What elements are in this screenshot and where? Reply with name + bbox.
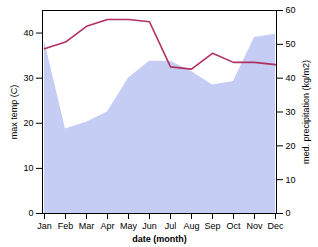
svg-text:20: 20 xyxy=(23,118,33,128)
svg-text:40: 40 xyxy=(23,28,33,38)
svg-text:60: 60 xyxy=(286,5,296,15)
svg-text:0: 0 xyxy=(28,208,33,218)
svg-text:Feb: Feb xyxy=(58,221,74,231)
svg-text:0: 0 xyxy=(286,208,291,218)
svg-text:Nov: Nov xyxy=(246,221,263,231)
svg-text:50: 50 xyxy=(286,39,296,49)
svg-text:date (month): date (month) xyxy=(132,234,187,244)
svg-text:Dec: Dec xyxy=(267,221,284,231)
svg-text:10: 10 xyxy=(23,163,33,173)
svg-text:Jun: Jun xyxy=(142,221,157,231)
svg-text:med. precipitation (kg/m2): med. precipitation (kg/m2) xyxy=(301,60,311,164)
svg-text:40: 40 xyxy=(286,73,296,83)
svg-text:Jul: Jul xyxy=(165,221,177,231)
svg-text:30: 30 xyxy=(286,107,296,117)
svg-text:May: May xyxy=(120,221,138,231)
svg-text:Mar: Mar xyxy=(79,221,95,231)
svg-text:Oct: Oct xyxy=(226,221,241,231)
svg-text:max temp (C): max temp (C) xyxy=(9,85,19,140)
svg-text:Apr: Apr xyxy=(100,221,114,231)
svg-text:Sep: Sep xyxy=(204,221,220,231)
svg-text:20: 20 xyxy=(286,141,296,151)
svg-text:Aug: Aug xyxy=(183,221,199,231)
svg-text:10: 10 xyxy=(286,175,296,185)
svg-text:30: 30 xyxy=(23,73,33,83)
svg-text:Jan: Jan xyxy=(37,221,52,231)
